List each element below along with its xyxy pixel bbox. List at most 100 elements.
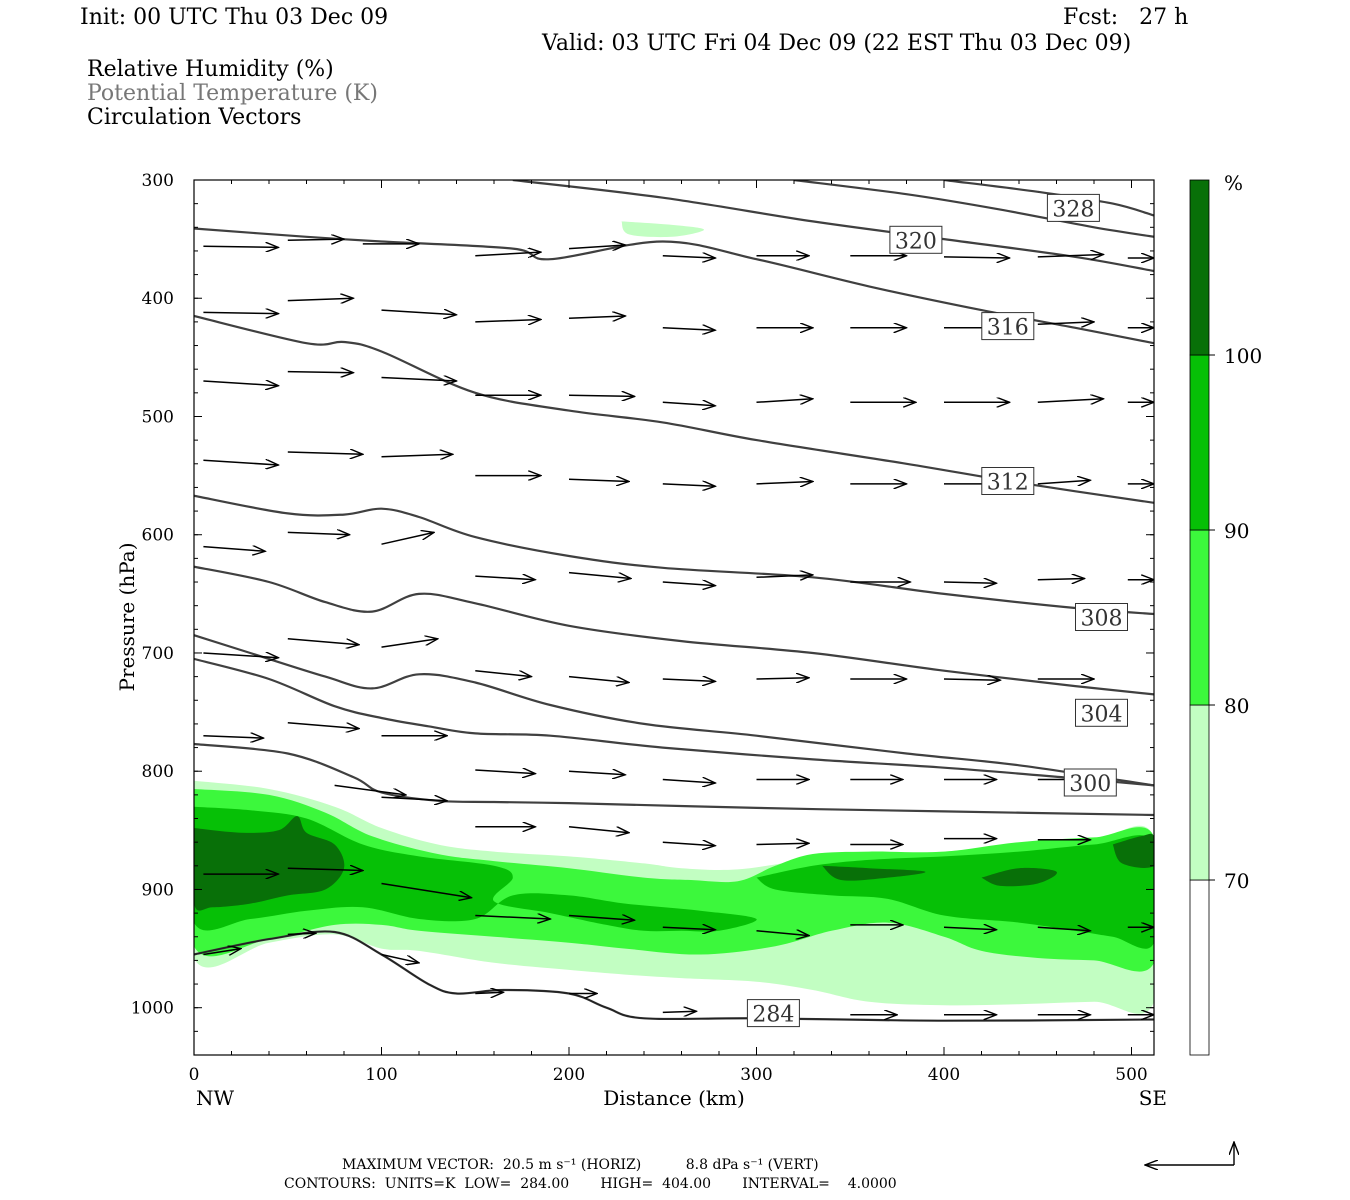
contour-label-box	[1075, 698, 1128, 727]
contour-label-312: 312	[987, 471, 1029, 496]
forecast-hour: Fcst: 27 h	[1063, 5, 1189, 30]
contour-label-316: 316	[987, 316, 1029, 341]
contour-label-284: 284	[752, 1003, 794, 1028]
circulation-vector	[381, 797, 448, 801]
circulation-vector	[943, 257, 1010, 258]
colorbar-label: 90	[1224, 519, 1249, 543]
circulation-vector	[381, 532, 435, 545]
valid-time: Valid: 03 UTC Fri 04 Dec 09 (22 EST Thu …	[542, 31, 1132, 56]
rh-region-80	[194, 789, 1154, 972]
circulation-vector	[203, 246, 278, 247]
circulation-vector	[381, 953, 420, 963]
circulation-vector	[475, 770, 535, 774]
rh-region-100	[194, 816, 345, 911]
circulation-vector	[756, 482, 813, 484]
y-tick-label: 1000	[131, 999, 174, 1019]
rh-region-70	[621, 221, 704, 238]
x-tick-label: 200	[553, 1065, 585, 1085]
rh-region-100	[822, 865, 926, 881]
x-tick-label: 500	[1115, 1065, 1147, 1085]
colorbar-band	[1189, 354, 1210, 531]
circulation-vector	[475, 992, 503, 993]
y-tick-label: 600	[142, 526, 174, 546]
circulation-vector	[381, 639, 438, 648]
circulation-vector	[568, 675, 629, 683]
circulation-vector	[287, 721, 359, 729]
colorbar: 70 80 90 100%	[1189, 171, 1262, 1056]
contour-label-box	[981, 467, 1035, 495]
circulation-vector	[203, 381, 278, 386]
circulation-vector	[568, 395, 635, 396]
circulation-vector	[568, 826, 629, 833]
contour-label-328: 328	[1052, 197, 1094, 222]
theta-contour	[793, 180, 1154, 238]
circulation-vector	[381, 454, 453, 456]
colorbar-label: 80	[1224, 694, 1249, 718]
contour-label-304: 304	[1081, 702, 1123, 727]
theta-contour-308	[194, 634, 1154, 787]
circulation-vector	[662, 328, 716, 330]
rh-region-90	[756, 835, 1154, 949]
circulation-vector	[756, 399, 813, 403]
y-tick-label: 500	[142, 407, 174, 427]
circulation-vector	[662, 582, 716, 586]
circulation-vector	[203, 653, 278, 658]
axes: 0 100 200 300 400 500 300 400 500 600 700 800 900 100…	[131, 171, 1154, 1085]
contour-labels: 284 300 304 308 312 316 320 328	[746, 193, 1128, 1028]
rh-region-100	[981, 867, 1057, 887]
circulation-vector	[475, 916, 550, 920]
circulation-vector	[568, 771, 625, 775]
theta-contour	[512, 180, 1154, 273]
theta-contour-300	[194, 742, 1154, 817]
circulation-vector	[568, 571, 631, 579]
circulation-vector	[287, 638, 359, 645]
x-tick-label: 0	[189, 1065, 200, 1085]
circulation-vector	[756, 678, 810, 679]
circulation-vector	[381, 882, 472, 898]
circulation-vector	[381, 378, 457, 382]
x-end-label-se: SE	[1139, 1086, 1167, 1110]
x-tick-label: 400	[928, 1065, 960, 1085]
circulation-vector	[287, 298, 354, 300]
circulation-vector	[287, 532, 350, 534]
x-end-label-nw: NW	[196, 1086, 235, 1110]
surface-line	[194, 930, 1154, 1022]
circulation-vector	[203, 949, 241, 955]
circulation-vector	[756, 931, 810, 936]
circulation-vector	[287, 239, 344, 240]
x-tick-label: 100	[365, 1065, 397, 1085]
theta-contour-320	[194, 314, 1154, 504]
circulation-vector	[662, 927, 716, 929]
y-tick-label: 800	[142, 762, 174, 782]
circulation-vector	[381, 310, 457, 315]
colorbar-band	[1189, 529, 1210, 706]
theta-contour-304	[194, 657, 1154, 787]
circulation-vector	[287, 868, 363, 870]
colorbar-band	[1189, 704, 1210, 881]
circulation-vector	[475, 576, 535, 580]
contour-label-320: 320	[895, 229, 937, 254]
circulation-vector	[1037, 480, 1091, 484]
y-tick-label: 400	[142, 289, 174, 309]
contour-label-box	[1075, 603, 1128, 631]
circulation-vector	[203, 460, 278, 465]
circulation-vector	[756, 575, 813, 577]
y-axis-title: Pressure (hPa)	[115, 543, 139, 692]
plot-frame	[193, 179, 1155, 1056]
circulation-vector	[475, 669, 531, 677]
circulation-vector	[662, 780, 716, 784]
circulation-vector	[662, 256, 716, 258]
field-label-vectors: Circulation Vectors	[87, 105, 302, 130]
circulation-vector	[568, 916, 635, 921]
circulation-vector	[662, 679, 716, 681]
circulation-vector	[1037, 579, 1085, 580]
contour-label-box	[981, 312, 1035, 341]
circulation-vector	[568, 245, 625, 249]
contour-label-box	[1063, 768, 1117, 797]
contour-label-300: 300	[1069, 772, 1111, 797]
circulation-vector	[1037, 322, 1094, 324]
circulation-vector	[568, 316, 625, 318]
circulation-vector	[287, 933, 316, 934]
circulation-vector	[203, 547, 265, 552]
